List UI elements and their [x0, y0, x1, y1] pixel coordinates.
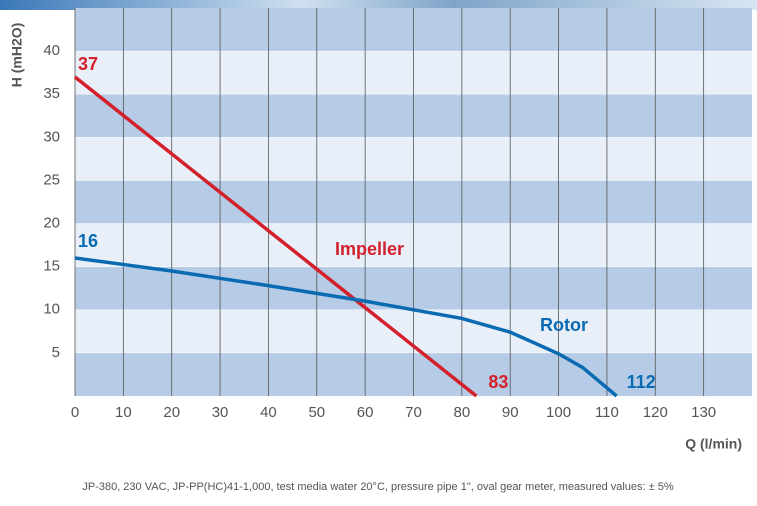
y-tick-label: 20: [43, 215, 60, 232]
y-tick-label: 10: [43, 301, 60, 318]
x-tick-label: 70: [405, 404, 422, 421]
chart: H (mH2O) Q (l/min) JP-380, 230 VAC, JP-P…: [0, 0, 757, 501]
y-axis-label: H (mH2O): [9, 23, 25, 88]
x-axis-label: Q (l/min): [685, 436, 742, 452]
y-tick-label: 5: [52, 344, 60, 361]
data-label: 112: [627, 372, 656, 392]
x-tick-label: 130: [691, 404, 716, 421]
x-tick-label: 0: [71, 404, 79, 421]
x-tick-label: 20: [163, 404, 180, 421]
series-label: Rotor: [540, 315, 588, 335]
y-tick-label: 40: [43, 42, 60, 59]
y-tick-label: 25: [43, 171, 60, 188]
x-tick-label: 30: [212, 404, 229, 421]
x-tick-label: 50: [308, 404, 325, 421]
y-tick-label: 15: [43, 258, 60, 275]
data-label: 83: [488, 372, 508, 392]
x-tick-label: 100: [546, 404, 571, 421]
x-tick-label: 90: [502, 404, 519, 421]
data-label: 16: [78, 231, 98, 251]
footnote: JP-380, 230 VAC, JP-PP(HC)41-1,000, test…: [82, 481, 674, 493]
x-tick-label: 110: [595, 404, 619, 421]
x-tick-label: 80: [454, 404, 471, 421]
x-tick-label: 60: [357, 404, 374, 421]
x-tick-label: 120: [643, 404, 668, 421]
data-label: 37: [78, 54, 98, 74]
y-tick-label: 30: [43, 128, 60, 145]
y-tick-label: 35: [43, 85, 60, 102]
series-label: Impeller: [335, 239, 404, 259]
x-tick-label: 40: [260, 404, 277, 421]
plot-area: [75, 8, 752, 396]
x-tick-label: 10: [115, 404, 132, 421]
